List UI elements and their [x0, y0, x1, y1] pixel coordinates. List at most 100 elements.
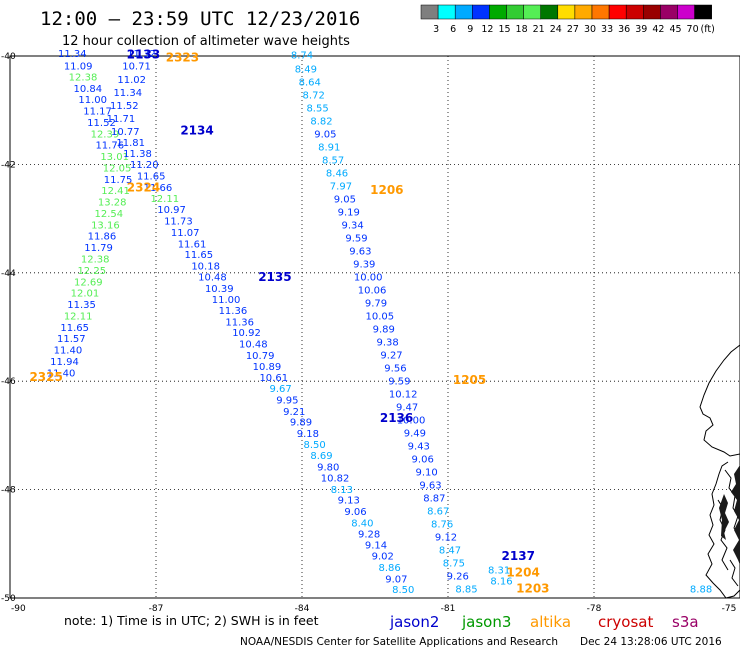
swh-point-label: 11.34 [113, 88, 142, 99]
swh-point-label: 9.89 [373, 324, 395, 335]
colorbar-swatch [591, 4, 610, 20]
swh-point-label: 13.28 [98, 198, 127, 209]
swh-point-label: 12.69 [74, 277, 103, 288]
colorbar: 3 6 9 12 15 18 21 24 27 30 33 36 39 42 45 70 (ft) [420, 4, 715, 35]
colorbar-swatch [506, 4, 524, 20]
swh-point-label: 9.26 [447, 572, 469, 583]
swh-point-label: 9.38 [377, 337, 399, 348]
pass-number-label: 2323 [166, 50, 199, 64]
pass-number-label: 2325 [29, 370, 62, 384]
swh-point-label: 10.00 [397, 415, 426, 426]
swh-point-label: 8.50 [304, 440, 326, 451]
colorbar-label: (ft) [701, 24, 715, 35]
pass-number-label: 2134 [180, 124, 213, 138]
pass-number-label: 2324 [127, 181, 160, 195]
colorbar-label: 45 [669, 24, 681, 35]
colorbar-label: 6 [450, 24, 456, 35]
pass-number-label: 1205 [453, 373, 486, 387]
swh-point-label: 9.80 [317, 463, 339, 474]
swh-point-label: 9.14 [365, 541, 387, 552]
chart-subtitle: 12 hour collection of altimeter wave hei… [62, 34, 350, 49]
pass-number-label: 2136 [380, 411, 413, 425]
swh-point-label: 11.52 [87, 118, 116, 129]
swh-point-label: 9.79 [365, 298, 387, 309]
swh-point-label: 8.87 [423, 494, 445, 505]
colorbar-swatch [557, 4, 576, 20]
colorbar-label: 18 [516, 24, 528, 35]
swh-point-label: 9.19 [338, 207, 360, 218]
swh-point-label: 11.09 [64, 62, 93, 73]
data-points: 11.3411.0912.3810.8411.0011.1711.5212.39… [47, 49, 712, 596]
swh-point-label: 11.02 [117, 75, 146, 86]
swh-point-label: 9.67 [269, 384, 291, 395]
swh-point-label: 9.59 [345, 233, 367, 244]
swh-point-label: 11.52 [110, 101, 139, 112]
swh-point-label: 8.46 [326, 168, 348, 179]
colorbar-swatch [472, 4, 490, 20]
x-tick-label: -81 [441, 604, 456, 614]
timestamp: Dec 24 13:28:06 UTC 2016 [580, 636, 722, 648]
swh-point-label: 11.73 [164, 217, 193, 228]
swh-point-label: 11.36 [225, 317, 254, 328]
swh-point-label: 11.65 [60, 323, 89, 334]
swh-point-label: 9.63 [419, 481, 441, 492]
plot-frame [9, 55, 740, 599]
swh-point-label: 8.31 [488, 566, 510, 577]
swh-point-label: 12.25 [77, 266, 106, 277]
swh-point-label: 10.77 [111, 127, 140, 138]
credit-text: NOAA/NESDIS Center for Satellite Applica… [240, 636, 558, 648]
colorbar-swatch [660, 4, 678, 20]
colorbar-label: 3 [433, 24, 439, 35]
swh-point-label: 10.92 [232, 328, 261, 339]
swh-point-label: 9.59 [388, 376, 410, 387]
x-tick-label: -78 [587, 604, 602, 614]
legend-cryosat: cryosat [598, 613, 653, 631]
pass-number-label: 2137 [502, 549, 535, 563]
swh-point-label: 8.75 [443, 559, 465, 570]
swh-point-label: 12.39 [91, 129, 120, 140]
swh-point-label: 9.07 [385, 574, 407, 585]
colorbar-label: 15 [498, 24, 510, 35]
colorbar-swatch [454, 4, 473, 20]
colorbar-label: 70 [687, 24, 699, 35]
swh-point-label: 8.40 [351, 518, 373, 529]
x-tick-label: -84 [295, 604, 310, 614]
swh-point-label: 11.17 [83, 107, 112, 118]
swh-point-label: 9.13 [338, 496, 360, 507]
swh-point-label: 8.86 [378, 563, 400, 574]
colorbar-swatch [437, 4, 456, 20]
swh-point-label: 8.72 [303, 90, 325, 101]
swh-point-label: 11.79 [84, 243, 113, 254]
swh-point-label: 9.95 [276, 395, 298, 406]
colorbar-swatch [574, 4, 593, 20]
swh-point-label: 11.66 [144, 183, 173, 194]
swh-point-label: 11.65 [137, 172, 166, 183]
swh-point-label: 8.13 [331, 485, 353, 496]
swh-point-label: 8.88 [690, 585, 712, 596]
swh-point-label: 11.65 [185, 250, 214, 261]
swh-point-label: 10.05 [366, 311, 395, 322]
swh-point-label: 9.39 [353, 259, 375, 270]
swh-point-label: 8.67 [427, 507, 449, 518]
swh-point-label: 9.06 [344, 507, 366, 518]
swh-point-label: 9.49 [404, 428, 426, 439]
swh-point-label: 11.00 [78, 95, 107, 106]
swh-point-label: 8.49 [295, 64, 317, 75]
legend-s3a: s3a [672, 613, 699, 631]
swh-point-label: 11.35 [67, 300, 96, 311]
swh-point-label: 8.57 [322, 155, 344, 166]
swh-point-label: 8.55 [306, 103, 328, 114]
swh-point-label: 12.11 [150, 194, 179, 205]
swh-point-label: 8.16 [490, 576, 512, 587]
swh-point-label: 13.16 [91, 220, 120, 231]
swh-point-label: 11.40 [47, 368, 76, 379]
swh-point-label: 11.34 [58, 49, 87, 60]
colorbar-swatch [694, 4, 712, 20]
pass-number-label: 1203 [516, 582, 549, 596]
swh-point-label: 11.40 [54, 346, 83, 357]
swh-point-label: 12.38 [81, 255, 110, 266]
swh-point-label: 10.97 [157, 205, 186, 216]
swh-point-label: 8.82 [310, 116, 332, 127]
pass-number-label: 1204 [506, 565, 539, 579]
